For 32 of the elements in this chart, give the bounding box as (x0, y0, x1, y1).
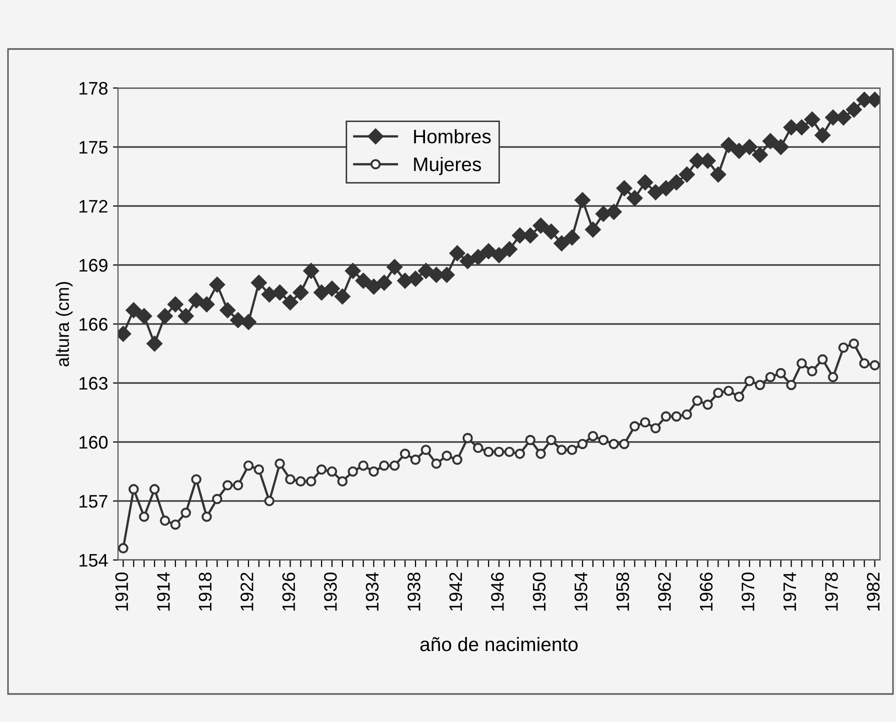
x-tick-label: 1930 (324, 572, 337, 611)
y-tick-label: 154 (80, 554, 108, 567)
x-axis-title: año de nacimiento (420, 636, 578, 652)
x-tick-label: 1954 (574, 572, 588, 611)
x-tick-label: 1962 (658, 572, 671, 611)
x-tick-label: 1946 (491, 572, 504, 611)
y-tick-label: 175 (80, 141, 108, 154)
y-tick-label: 178 (80, 82, 108, 95)
x-tick-label: 1922 (240, 572, 254, 611)
x-tick-label: 1966 (700, 572, 713, 611)
y-tick-label: 172 (80, 200, 108, 213)
y-tick-label: 157 (80, 495, 108, 508)
x-tick-label: 1974 (783, 572, 796, 611)
x-tick-label: 1910 (115, 572, 128, 611)
x-tick-label: 1978 (825, 572, 838, 611)
y-axis-title: altura (cm) (56, 282, 73, 366)
legend-label: Hombres (414, 129, 491, 144)
x-tick-label: 1938 (408, 572, 420, 611)
x-tick-label: 1950 (532, 572, 546, 611)
x-tick-label: 1934 (366, 572, 379, 611)
y-tick-label: 166 (80, 318, 108, 331)
x-tick-label: 1958 (616, 572, 630, 611)
x-tick-label: 1918 (198, 572, 212, 611)
x-tick-label: 1926 (282, 572, 296, 611)
x-tick-label: 1914 (157, 572, 170, 611)
x-tick-label: 1982 (866, 572, 880, 611)
legend-label: Mujeres (414, 156, 481, 176)
y-tick-label: 163 (80, 376, 108, 390)
x-tick-label: 1970 (742, 572, 754, 611)
x-tick-label: 1942 (449, 572, 462, 611)
y-tick-label: 169 (80, 258, 108, 272)
y-tick-label: 160 (80, 436, 108, 449)
